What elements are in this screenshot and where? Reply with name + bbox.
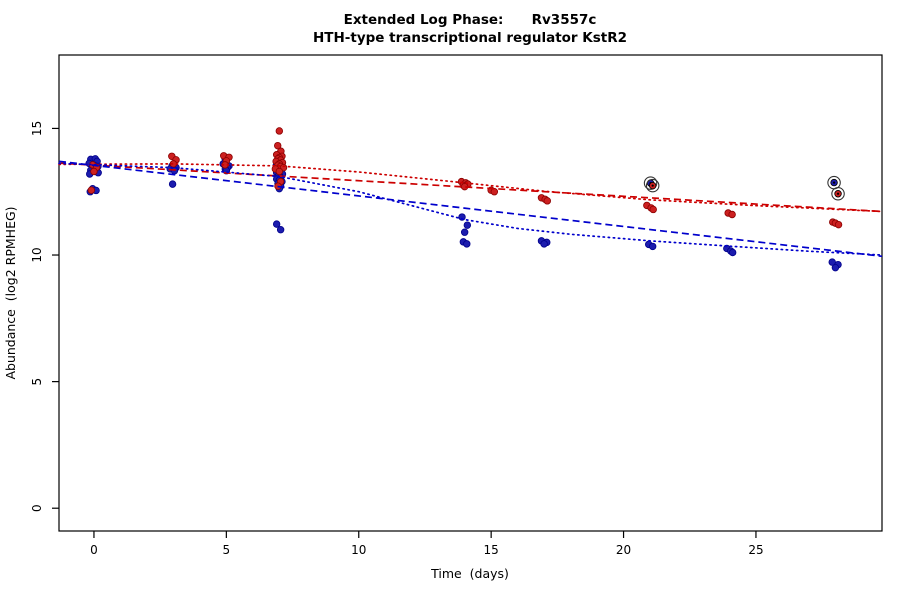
x-axis-tick-label: 15 — [484, 543, 499, 557]
blue-dashed-trend-line — [58, 160, 883, 258]
red-data-point — [90, 167, 98, 176]
blue-data-point — [272, 220, 281, 228]
blue-data-point — [168, 180, 177, 188]
chart-content: 0 5 10 15 20 25 0 5 10 15 — [30, 121, 883, 557]
red-dotted-trend-line — [58, 163, 883, 213]
x-axis-tick-label: 0 — [90, 543, 98, 557]
x-axis-tick-label: 5 — [223, 543, 231, 557]
blue-data-point — [276, 226, 285, 234]
y-axis-tick-label: 5 — [30, 378, 44, 386]
y-axis-tick-label: 10 — [30, 247, 44, 262]
red-data-point — [87, 186, 96, 194]
red-data-point — [728, 210, 736, 219]
flag-center-dot — [832, 181, 836, 184]
blue-data-point — [648, 242, 657, 251]
blue-data-point — [463, 240, 471, 248]
plot-border — [58, 54, 883, 532]
blue-data-point — [463, 221, 472, 229]
y-axis-tick-label: 0 — [30, 504, 44, 512]
red-data-point — [543, 197, 551, 205]
blue-data-point — [458, 213, 466, 221]
y-axis-label: Abundance (log2 RPMHEG) — [3, 206, 18, 379]
blue-data-point — [460, 228, 469, 236]
flag-ring — [643, 176, 658, 190]
x-axis-tick-label: 25 — [748, 543, 763, 557]
flag-ring — [831, 186, 845, 201]
x-axis-tick-label: 10 — [351, 543, 366, 557]
x-axis-label: Time (days) — [430, 566, 509, 581]
red-data-point — [834, 220, 843, 229]
flag-center-dot — [651, 184, 654, 187]
red-data-point — [490, 188, 499, 196]
chart-title-line2: HTH-type transcriptional regulator KstR2 — [313, 30, 627, 46]
blue-data-point — [831, 263, 840, 272]
red-dashed-trend-line — [58, 162, 883, 213]
red-data-point — [275, 167, 284, 176]
blue-data-point — [728, 248, 737, 257]
blue-data-point — [540, 240, 548, 248]
x-axis-tick-label: 20 — [616, 543, 631, 557]
y-axis-tick-label: 15 — [30, 121, 44, 136]
red-data-point — [275, 127, 284, 135]
flag-center-dot — [836, 192, 840, 195]
red-data-point — [274, 141, 282, 150]
flag-ring — [645, 178, 660, 193]
red-data-point — [649, 205, 657, 214]
chart-title-line1: Extended Log Phase: Rv3557c — [344, 12, 597, 28]
blue-dotted-trend-line — [58, 162, 883, 256]
